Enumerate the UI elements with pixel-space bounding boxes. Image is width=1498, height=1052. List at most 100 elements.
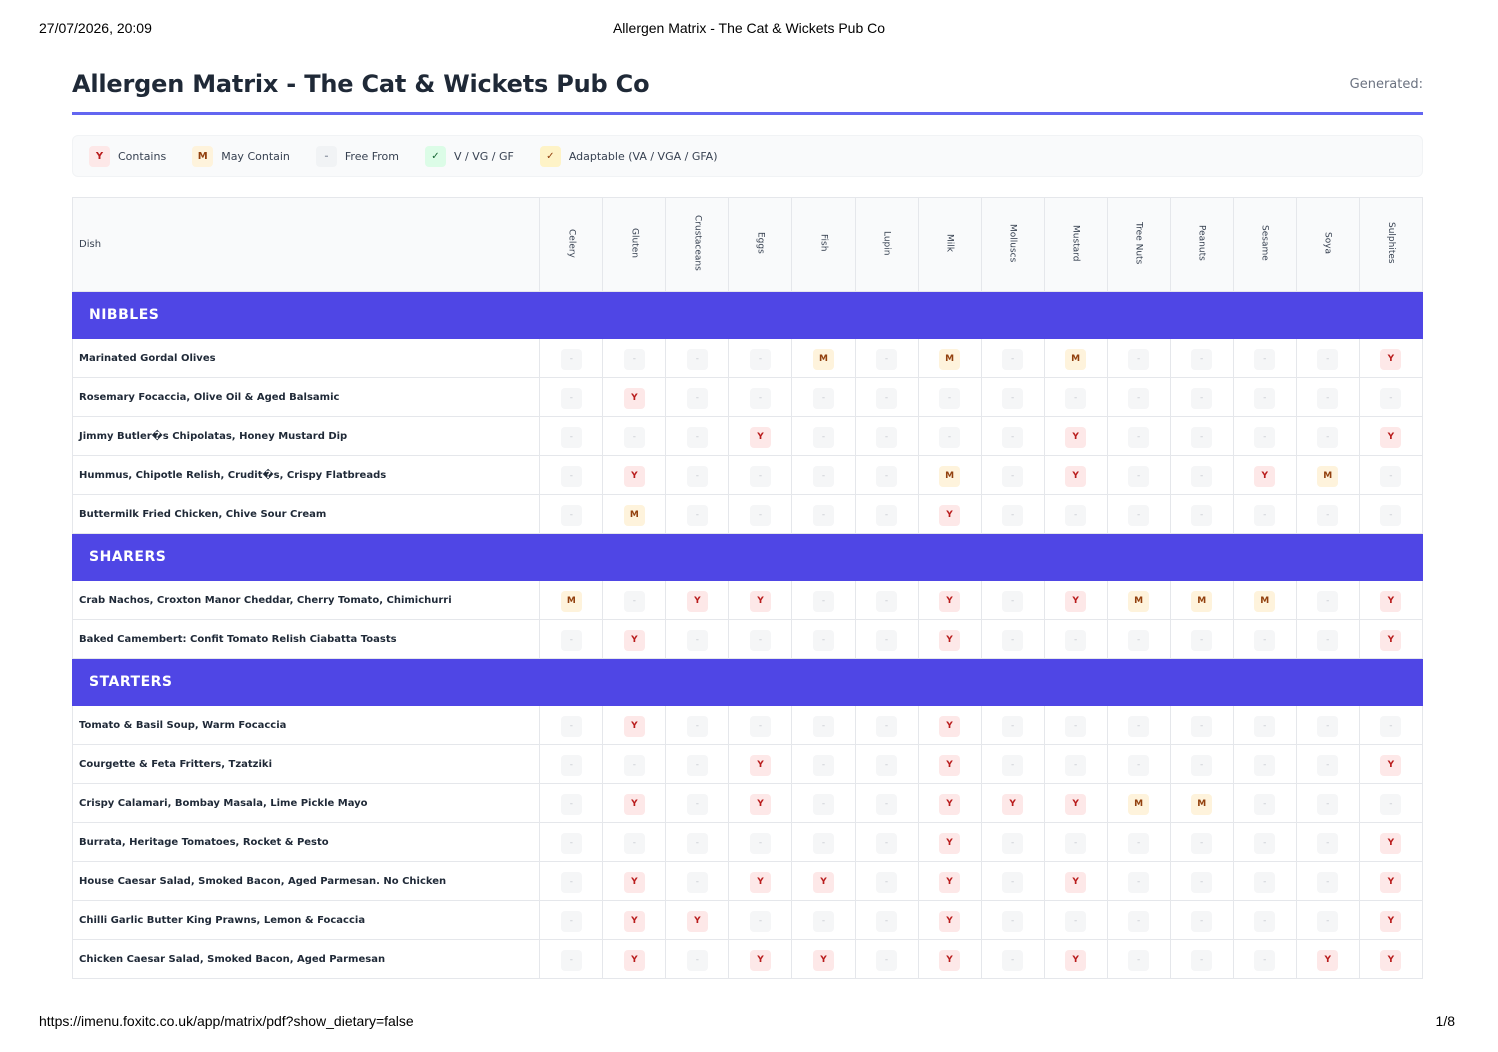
table-row: Crispy Calamari, Bombay Masala, Lime Pic… (71, 783, 1424, 823)
allergen-badge: - (686, 950, 708, 971)
allergen-badge: - (1191, 349, 1213, 370)
dish-name: Rosemary Focaccia, Olive Oil & Aged Bals… (71, 377, 541, 417)
allergen-badge: - (560, 833, 582, 854)
allergen-badge: - (1191, 911, 1213, 932)
allergen-cell: - (917, 416, 982, 456)
allergen-badge: - (560, 716, 582, 737)
allergen-badge: - (749, 716, 771, 737)
allergen-cell: - (980, 939, 1045, 979)
dish-name: Chicken Caesar Salad, Smoked Bacon, Aged… (71, 939, 541, 979)
allergen-badge: - (1191, 505, 1213, 526)
allergen-cell: Y (1043, 861, 1108, 901)
print-footer: https://imenu.foxitc.co.uk/app/matrix/pd… (39, 1013, 1455, 1029)
allergen-cell: - (665, 822, 730, 862)
allergen-badge: - (1002, 591, 1024, 612)
allergen-cell: Y (1358, 822, 1424, 862)
allergen-badge: Y (623, 950, 645, 971)
allergen-column-header: Soya (1295, 197, 1360, 292)
allergen-cell: Y (728, 861, 793, 901)
allergen-badge: - (1191, 833, 1213, 854)
allergen-badge: Y (749, 427, 771, 448)
allergen-badge: - (876, 466, 898, 487)
allergen-column-header: Tree Nuts (1106, 197, 1171, 292)
allergen-cell: - (665, 416, 730, 456)
allergen-cell: - (1106, 705, 1171, 745)
allergen-badge: Y (749, 950, 771, 971)
dish-name: Crab Nachos, Croxton Manor Cheddar, Cher… (71, 580, 541, 620)
allergen-cell: - (1232, 377, 1297, 417)
allergen-cell: Y (1358, 416, 1424, 456)
allergen-badge: - (876, 388, 898, 409)
allergen-cell: - (791, 744, 856, 784)
allergen-badge: M (939, 466, 961, 487)
category-name: STARTERS (72, 658, 1423, 706)
allergen-cell: - (791, 619, 856, 659)
allergen-badge: - (1380, 466, 1402, 487)
allergen-cell: M (1169, 580, 1234, 620)
allergen-badge: - (1065, 630, 1087, 651)
allergen-badge: - (749, 630, 771, 651)
allergen-badge: Y (812, 950, 834, 971)
table-row: Rosemary Focaccia, Olive Oil & Aged Bals… (71, 377, 1424, 417)
allergen-badge: M (1191, 794, 1213, 815)
allergen-badge: - (1128, 427, 1150, 448)
allergen-badge: - (1128, 833, 1150, 854)
allergen-cell: - (1106, 377, 1171, 417)
allergen-cell: - (980, 861, 1045, 901)
allergen-badge: Y (939, 755, 961, 776)
legend-item: ✓ Adaptable (VA / VGA / GFA) (539, 145, 718, 167)
dish-name: Courgette & Feta Fritters, Tzatziki (71, 744, 541, 784)
allergen-badge: - (1002, 466, 1024, 487)
document-page: Allergen Matrix - The Cat & Wickets Pub … (71, 66, 1424, 979)
allergen-cell: Y (1358, 338, 1424, 378)
category-row: STARTERS (72, 658, 1423, 706)
allergen-badge: - (1317, 911, 1339, 932)
allergen-column-header: Molluscs (980, 197, 1045, 292)
allergen-cell: - (728, 494, 793, 534)
allergen-cell: - (539, 744, 604, 784)
allergen-badge: - (939, 427, 961, 448)
allergen-label: Lupin (881, 230, 892, 256)
allergen-cell: - (1169, 619, 1234, 659)
allergen-cell: - (728, 377, 793, 417)
allergen-cell: - (1358, 494, 1424, 534)
allergen-cell: - (854, 744, 919, 784)
allergen-badge: - (1002, 427, 1024, 448)
allergen-cell: - (1358, 783, 1424, 823)
table-row: Chilli Garlic Butter King Prawns, Lemon … (71, 900, 1424, 940)
allergen-cell: Y (917, 900, 982, 940)
allergen-badge: - (560, 427, 582, 448)
allergen-badge: M (1128, 591, 1150, 612)
allergen-badge: Y (939, 505, 961, 526)
category-name: NIBBLES (72, 291, 1423, 339)
allergen-badge: - (1317, 630, 1339, 651)
allergen-cell: - (854, 338, 919, 378)
allergen-badge: - (876, 911, 898, 932)
allergen-cell: M (539, 580, 604, 620)
allergen-cell: - (1169, 822, 1234, 862)
allergen-cell: - (854, 416, 919, 456)
allergen-cell: - (539, 783, 604, 823)
allergen-badge: - (1065, 505, 1087, 526)
allergen-badge: - (560, 872, 582, 893)
allergen-cell: Y (1043, 455, 1108, 495)
allergen-badge: M (560, 591, 582, 612)
allergen-badge: - (686, 427, 708, 448)
allergen-badge: - (749, 466, 771, 487)
allergen-badge: - (876, 755, 898, 776)
allergen-badge: - (686, 872, 708, 893)
document-header: Allergen Matrix - The Cat & Wickets Pub … (72, 66, 1423, 115)
allergen-badge: - (876, 630, 898, 651)
allergen-cell: Y (1232, 455, 1297, 495)
legend: Y Contains M May Contain - Free From ✓ V / VG /… (72, 135, 1423, 177)
allergen-cell: - (1295, 900, 1360, 940)
allergen-badge: - (812, 755, 834, 776)
allergen-cell: - (1232, 494, 1297, 534)
allergen-cell: - (1232, 338, 1297, 378)
allergen-badge: Y (623, 716, 645, 737)
allergen-cell: Y (602, 783, 667, 823)
table-row: Hummus, Chipotle Relish, Crudit�s, Crisp… (71, 455, 1424, 495)
allergen-badge: - (812, 630, 834, 651)
allergen-column-header: Celery (539, 197, 604, 292)
allergen-cell: - (665, 338, 730, 378)
